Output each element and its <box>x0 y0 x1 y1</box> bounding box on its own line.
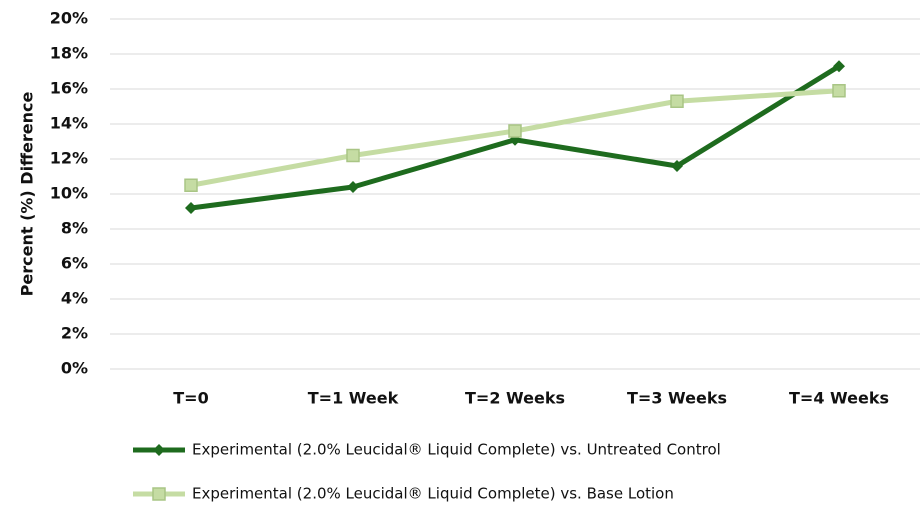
data-point <box>671 160 683 172</box>
y-tick-label: 0% <box>61 359 88 378</box>
data-point <box>346 148 360 163</box>
data-point <box>508 124 522 138</box>
legend-marker <box>152 487 166 501</box>
y-tick-label: 10% <box>50 184 88 203</box>
x-tick-label: T=0 <box>173 389 208 408</box>
legend-label: Experimental (2.0% Leucidal® Liquid Comp… <box>192 485 674 503</box>
data-point <box>347 181 359 193</box>
x-tick-label: T=3 Weeks <box>627 389 727 408</box>
data-point <box>185 202 197 214</box>
y-tick-label: 16% <box>50 79 88 98</box>
data-point <box>670 94 684 108</box>
y-tick-label: 20% <box>50 9 88 28</box>
y-tick-label: 2% <box>61 324 88 343</box>
y-tick-label: 6% <box>61 254 88 273</box>
y-tick-label: 14% <box>50 114 88 133</box>
y-tick-label: 12% <box>50 149 88 168</box>
y-tick-label: 4% <box>61 289 88 308</box>
x-tick-label: T=2 Weeks <box>465 389 565 408</box>
y-tick-label: 18% <box>50 44 88 63</box>
data-point <box>184 178 198 192</box>
legend-marker <box>153 444 165 456</box>
x-tick-label: T=1 Week <box>308 389 399 408</box>
y-axis-label: Percent (%) Difference <box>18 92 37 297</box>
data-point <box>832 84 846 98</box>
x-tick-label: T=4 Weeks <box>789 389 889 408</box>
data-point <box>833 60 845 73</box>
legend-label: Experimental (2.0% Leucidal® Liquid Comp… <box>192 441 721 459</box>
y-tick-label: 8% <box>61 219 88 238</box>
